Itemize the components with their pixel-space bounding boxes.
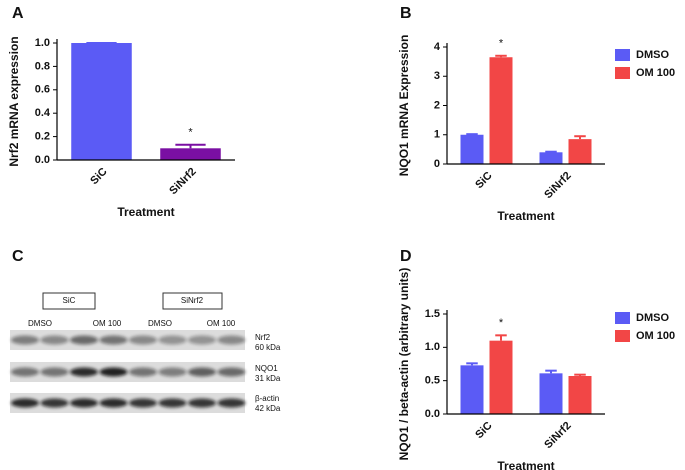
blot-band bbox=[70, 335, 98, 345]
y-tick-label: 4 bbox=[434, 41, 441, 53]
blot-band bbox=[217, 335, 246, 345]
y-axis-label: NQO1 / beta-actin (arbitrary units) bbox=[397, 268, 411, 461]
blot-band bbox=[188, 335, 216, 345]
blot-band bbox=[40, 335, 69, 345]
y-tick-label: 0.6 bbox=[35, 84, 50, 96]
y-tick-label: 2 bbox=[434, 99, 440, 111]
y-tick-label: 1.5 bbox=[425, 308, 440, 320]
band-name: Nrf2 bbox=[255, 333, 271, 342]
band-name: β-actin bbox=[255, 394, 279, 403]
y-tick-label: 1 bbox=[434, 129, 440, 141]
bar bbox=[489, 57, 513, 164]
annotation: * bbox=[188, 127, 193, 139]
y-axis-label: Nrf2 mRNA expression bbox=[7, 36, 21, 166]
bar bbox=[539, 373, 563, 414]
x-axis-label: Treatment bbox=[497, 459, 554, 470]
blot-band bbox=[129, 398, 157, 408]
bar bbox=[539, 152, 563, 164]
treatment-label: DMSO bbox=[28, 319, 52, 328]
legend-swatch bbox=[615, 49, 630, 61]
bar bbox=[460, 365, 484, 414]
bar bbox=[160, 148, 221, 160]
group-label: SiC bbox=[63, 296, 76, 305]
blot-band bbox=[40, 398, 69, 408]
x-axis-label: Treatment bbox=[497, 209, 554, 223]
legend-label: DMSO bbox=[636, 49, 669, 61]
legend-label: DMSO bbox=[636, 312, 669, 324]
blot-band bbox=[11, 398, 39, 408]
panel-label: A bbox=[12, 5, 24, 22]
group-box bbox=[162, 292, 223, 310]
bar bbox=[460, 134, 484, 164]
blot-band bbox=[40, 367, 69, 377]
y-tick-label: 0.0 bbox=[35, 154, 50, 166]
y-tick-label: 3 bbox=[434, 70, 440, 82]
group-label: SiNrf2 bbox=[181, 296, 204, 305]
band-size: 31 kDa bbox=[255, 374, 281, 383]
blot-band bbox=[99, 367, 128, 377]
blot-band bbox=[217, 398, 246, 408]
y-tick-label: 1.0 bbox=[35, 37, 50, 49]
legend-swatch bbox=[615, 312, 630, 324]
treatment-label: OM 100 bbox=[93, 319, 122, 328]
y-tick-label: 0.5 bbox=[425, 375, 440, 387]
y-tick-label: 0.8 bbox=[35, 60, 50, 72]
blot-band bbox=[70, 398, 98, 408]
blot-band bbox=[99, 335, 128, 345]
blot-band bbox=[11, 367, 39, 377]
panel-label: C bbox=[12, 248, 24, 265]
bar bbox=[489, 340, 513, 414]
bar bbox=[568, 376, 592, 414]
treatment-label: OM 100 bbox=[207, 319, 236, 328]
legend-swatch bbox=[615, 330, 630, 342]
band-size: 42 kDa bbox=[255, 404, 281, 413]
blot-band bbox=[188, 398, 216, 408]
y-tick-label: 0.4 bbox=[35, 107, 51, 119]
y-tick-label: 0.0 bbox=[425, 408, 440, 420]
legend-swatch bbox=[615, 67, 630, 79]
band-name: NQO1 bbox=[255, 364, 278, 373]
blot-band bbox=[11, 335, 39, 345]
bar bbox=[568, 139, 592, 164]
blot-band bbox=[158, 335, 187, 345]
y-tick-label: 0 bbox=[434, 158, 440, 170]
blot-band bbox=[129, 335, 157, 345]
blot-band bbox=[99, 398, 128, 408]
y-tick-label: 0.2 bbox=[35, 131, 50, 143]
panel-label: D bbox=[400, 248, 412, 265]
annotation: * bbox=[499, 38, 504, 50]
blot-band bbox=[188, 367, 216, 377]
group-box bbox=[42, 292, 96, 310]
annotation: * bbox=[499, 317, 504, 329]
band-size: 60 kDa bbox=[255, 343, 281, 352]
blot-band bbox=[129, 367, 157, 377]
blot-band bbox=[158, 398, 187, 408]
blot-panel: C SiC SiNrf2 DMSO OM 100 DMSO OM 100 Nrf… bbox=[10, 248, 281, 413]
legend-label: OM 100 bbox=[636, 330, 675, 342]
y-tick-label: 1.0 bbox=[425, 341, 440, 353]
blot-band bbox=[217, 367, 246, 377]
blot-band bbox=[158, 367, 187, 377]
y-axis-label: NQO1 mRNA Expression bbox=[397, 35, 411, 177]
blot-band bbox=[70, 367, 98, 377]
bar bbox=[71, 43, 132, 160]
treatment-label: DMSO bbox=[148, 319, 172, 328]
x-axis-label: Treatment bbox=[117, 205, 174, 219]
panel-label: B bbox=[400, 5, 412, 22]
legend-label: OM 100 bbox=[636, 67, 675, 79]
